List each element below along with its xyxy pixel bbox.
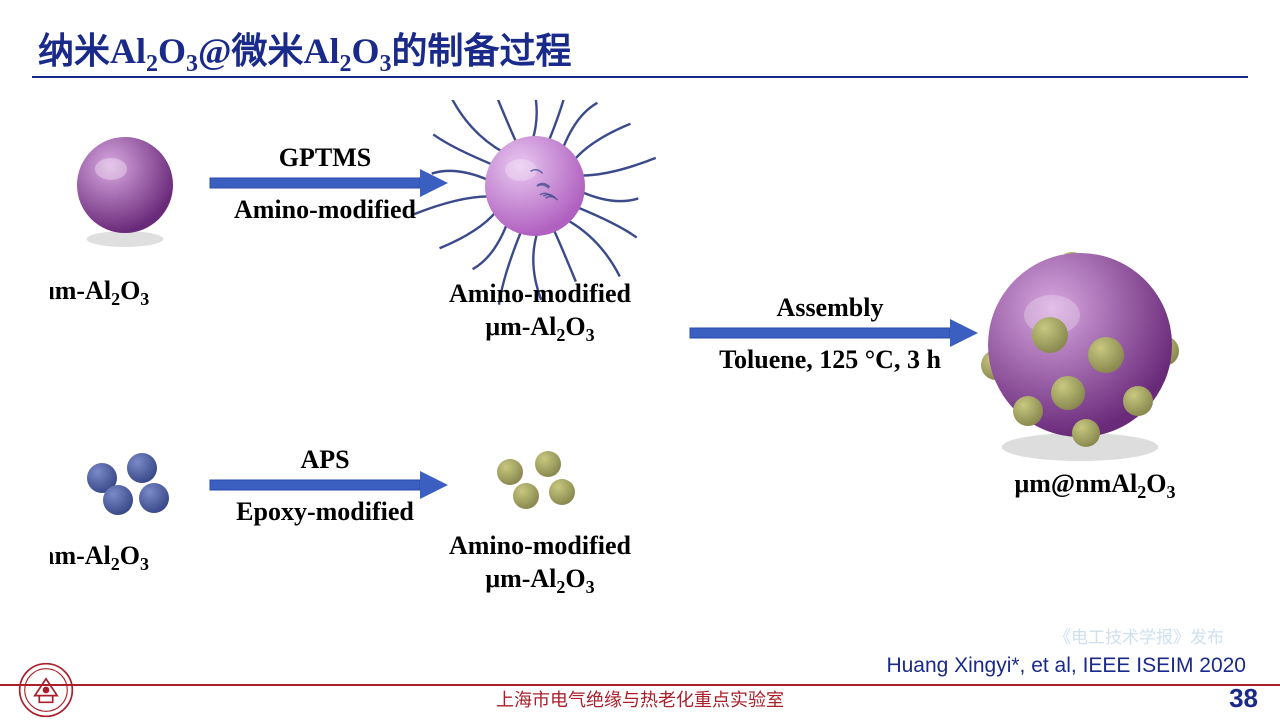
footer-text: 上海市电气绝缘与热老化重点实验室 — [0, 686, 1280, 712]
svg-text:Amino-modified: Amino-modified — [234, 195, 417, 224]
svg-text:GPTMS: GPTMS — [279, 143, 371, 172]
diagram-svg: GPTMS Amino-modified APS Epoxy-modified Asse… — [50, 100, 1230, 630]
svg-text:Assembly: Assembly — [777, 293, 884, 322]
process-diagram: GPTMS Amino-modified APS Epoxy-modified Asse… — [50, 100, 1230, 630]
title-underline — [32, 76, 1248, 78]
svg-text:APS: APS — [300, 445, 349, 474]
svg-text:Epoxy-modified: Epoxy-modified — [236, 497, 414, 526]
page-number: 38 — [1229, 683, 1258, 714]
slide-title: 纳米Al2O3@微米Al2O3的制备过程 — [38, 22, 572, 78]
svg-text:Toluene, 125 °C, 3 h: Toluene, 125 °C, 3 h — [719, 345, 941, 374]
citation-text: Huang Xingyi*, et al, IEEE ISEIM 2020 — [886, 654, 1246, 678]
watermark-text: 《电工技术学报》发布 — [1054, 623, 1224, 648]
university-logo-icon — [18, 662, 74, 718]
